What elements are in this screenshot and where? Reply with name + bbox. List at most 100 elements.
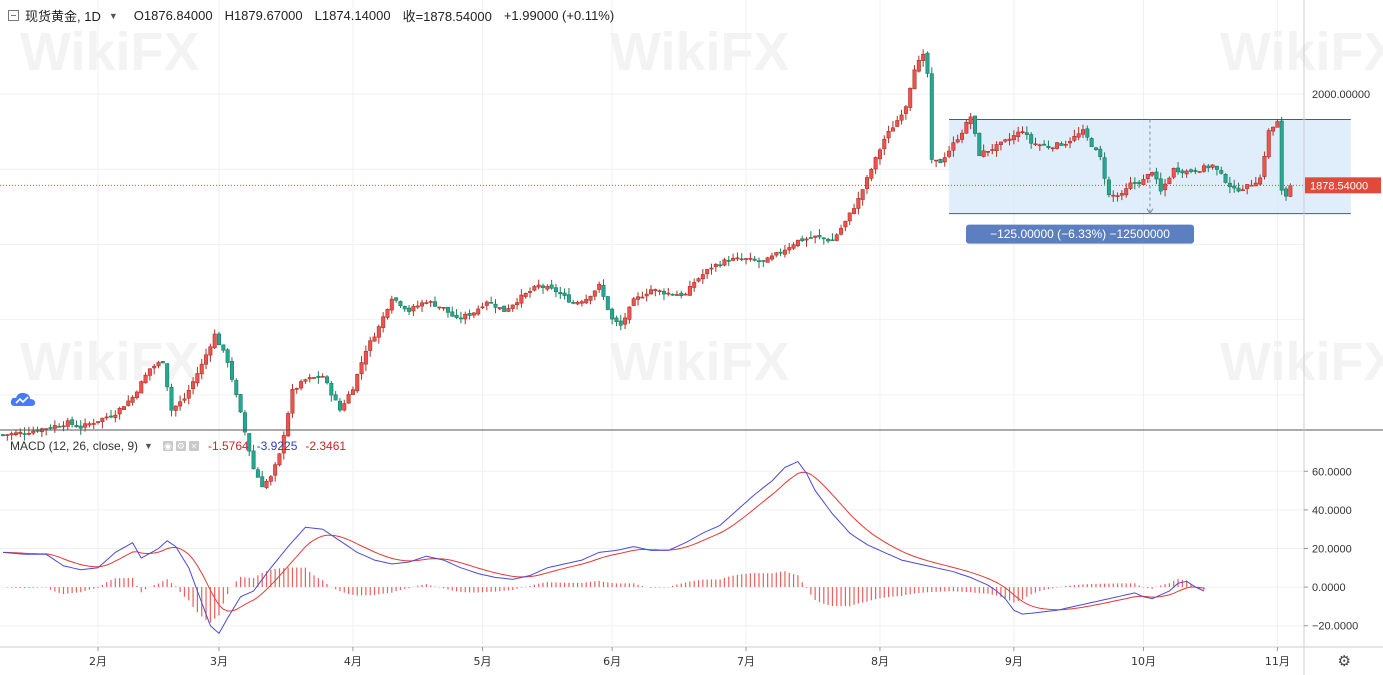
candle-body[interactable] xyxy=(1016,131,1021,137)
candle-body[interactable] xyxy=(381,316,386,328)
candle-body[interactable] xyxy=(864,177,869,189)
candle-body[interactable] xyxy=(471,312,476,316)
candle-body[interactable] xyxy=(1271,126,1276,132)
candle-body[interactable] xyxy=(852,208,857,214)
candle-body[interactable] xyxy=(160,361,165,364)
candle-body[interactable] xyxy=(791,244,796,249)
candle-body[interactable] xyxy=(519,294,524,304)
macd-pane[interactable] xyxy=(2,460,1205,635)
candle-body[interactable] xyxy=(121,406,126,410)
candle-body[interactable] xyxy=(657,290,662,292)
candle-body[interactable] xyxy=(1024,132,1029,135)
candle-body[interactable] xyxy=(536,284,541,288)
candle-body[interactable] xyxy=(255,469,260,478)
candle-body[interactable] xyxy=(1046,145,1051,148)
candle-body[interactable] xyxy=(428,301,433,303)
candle-body[interactable] xyxy=(169,386,174,411)
candle-body[interactable] xyxy=(320,376,325,378)
candle-body[interactable] xyxy=(48,427,53,429)
candle-body[interactable] xyxy=(631,298,636,306)
candle-body[interactable] xyxy=(515,302,520,306)
candle-body[interactable] xyxy=(890,127,895,132)
candle-body[interactable] xyxy=(1189,169,1194,172)
tradingview-cloud-icon[interactable] xyxy=(10,390,36,408)
candle-body[interactable] xyxy=(1253,182,1258,187)
candle-body[interactable] xyxy=(553,287,558,293)
close-icon[interactable]: × xyxy=(188,441,199,451)
candle-body[interactable] xyxy=(644,293,649,297)
candle-body[interactable] xyxy=(1232,185,1237,189)
candle-body[interactable] xyxy=(558,292,563,295)
candle-body[interactable] xyxy=(549,284,554,289)
candle-body[interactable] xyxy=(398,301,403,307)
candle-body[interactable] xyxy=(687,286,692,296)
candle-body[interactable] xyxy=(1076,133,1081,138)
candle-body[interactable] xyxy=(376,326,381,338)
candle-body[interactable] xyxy=(1193,170,1198,172)
candle-body[interactable] xyxy=(506,308,511,312)
candle-body[interactable] xyxy=(1141,179,1146,185)
candle-body[interactable] xyxy=(964,121,969,134)
candle-body[interactable] xyxy=(990,149,995,151)
candle-body[interactable] xyxy=(493,303,498,308)
candle-body[interactable] xyxy=(925,52,930,74)
measure-range[interactable]: −125.00000 (−6.33%) −12500000 xyxy=(949,119,1351,244)
candle-body[interactable] xyxy=(640,296,645,299)
candle-body[interactable] xyxy=(869,169,874,179)
candle-body[interactable] xyxy=(562,292,567,296)
candle-body[interactable] xyxy=(860,189,865,200)
candle-body[interactable] xyxy=(1197,171,1202,173)
candle-body[interactable] xyxy=(229,360,234,380)
candle-body[interactable] xyxy=(1132,182,1137,184)
candle-body[interactable] xyxy=(873,157,878,170)
candle-body[interactable] xyxy=(670,293,675,296)
candle-body[interactable] xyxy=(623,317,628,325)
candle-body[interactable] xyxy=(264,480,269,488)
candle-body[interactable] xyxy=(1003,139,1008,142)
candle-body[interactable] xyxy=(545,286,550,290)
candle-body[interactable] xyxy=(1124,188,1129,196)
candle-body[interactable] xyxy=(70,419,75,425)
candle-body[interactable] xyxy=(1227,182,1232,188)
candle-body[interactable] xyxy=(1115,195,1120,197)
candle-body[interactable] xyxy=(674,294,679,296)
candle-body[interactable] xyxy=(173,405,178,411)
candle-body[interactable] xyxy=(234,380,239,395)
candle-body[interactable] xyxy=(251,450,256,470)
candle-body[interactable] xyxy=(744,258,749,260)
candle-body[interactable] xyxy=(57,425,62,428)
candle-body[interactable] xyxy=(566,294,571,303)
candle-body[interactable] xyxy=(679,292,684,296)
macd-line[interactable] xyxy=(2,460,1205,635)
candle-body[interactable] xyxy=(977,132,982,156)
candle-body[interactable] xyxy=(1106,179,1111,196)
candle-body[interactable] xyxy=(260,476,265,488)
candle-body[interactable] xyxy=(394,297,399,301)
candle-body[interactable] xyxy=(1262,156,1267,177)
candle-body[interactable] xyxy=(1037,144,1042,147)
candle-body[interactable] xyxy=(1171,167,1176,178)
candle-body[interactable] xyxy=(1093,147,1098,150)
candle-body[interactable] xyxy=(700,274,705,280)
candle-body[interactable] xyxy=(1011,135,1016,141)
candle-body[interactable] xyxy=(765,257,770,263)
candle-body[interactable] xyxy=(575,301,580,305)
candle-body[interactable] xyxy=(929,73,934,160)
candle-body[interactable] xyxy=(588,295,593,301)
candle-body[interactable] xyxy=(286,413,291,437)
candle-body[interactable] xyxy=(368,340,373,351)
candle-body[interactable] xyxy=(769,255,774,260)
candle-body[interactable] xyxy=(445,306,450,313)
candle-body[interactable] xyxy=(839,227,844,235)
candle-body[interactable] xyxy=(299,381,304,389)
candle-body[interactable] xyxy=(204,354,209,365)
candle-body[interactable] xyxy=(661,290,666,295)
candle-body[interactable] xyxy=(735,257,740,260)
candle-body[interactable] xyxy=(432,301,437,307)
candle-body[interactable] xyxy=(411,306,416,312)
candle-body[interactable] xyxy=(52,425,57,429)
candle-body[interactable] xyxy=(238,394,243,413)
candle-body[interactable] xyxy=(968,116,973,125)
candle-body[interactable] xyxy=(1145,173,1150,179)
